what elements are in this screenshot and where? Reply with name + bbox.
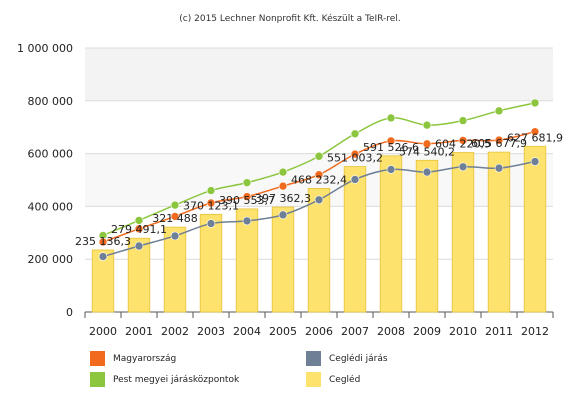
bar-data-label: 468 232,4 xyxy=(291,173,347,186)
point-ceglédi-jaras xyxy=(278,210,288,220)
bar-cegled xyxy=(415,159,439,313)
legend-swatch-magyarorszag xyxy=(90,351,105,366)
legend-label-ceglédi-jaras: Ceglédi járás xyxy=(329,353,388,364)
point-ceglédi-jaras xyxy=(386,165,396,174)
bar-cegled xyxy=(487,151,511,313)
bar-cegled xyxy=(523,145,547,313)
point-magyarorszag xyxy=(134,224,144,234)
x-tick-label: 2001 xyxy=(125,325,153,338)
point-pest-megyei xyxy=(278,167,288,177)
bar-cegled xyxy=(379,155,403,313)
point-pest-megyei xyxy=(242,178,252,187)
chart-credit: (c) 2015 Lechner Nonprofit Kft. Készült … xyxy=(179,14,401,24)
point-ceglédi-jaras xyxy=(98,252,108,261)
point-magyarorszag xyxy=(242,192,252,201)
bar-data-label: 397 362,3 xyxy=(255,192,311,205)
x-tick-label: 2002 xyxy=(161,325,189,338)
legend-item-cegled[interactable]: Cegléd xyxy=(306,372,360,387)
x-tick-label: 2004 xyxy=(233,325,261,338)
point-ceglédi-jaras xyxy=(530,157,540,166)
bar-cegled xyxy=(343,166,367,313)
point-ceglédi-jaras xyxy=(422,167,432,177)
legend-item-magyarorszag[interactable]: Magyarország xyxy=(90,351,176,366)
point-ceglédi-jaras xyxy=(134,241,144,251)
bar-cegled xyxy=(271,206,295,313)
point-pest-megyei xyxy=(530,98,540,108)
point-magyarorszag xyxy=(494,135,504,145)
y-tick-label: 200 000 xyxy=(28,253,74,266)
y-tick-label: 800 000 xyxy=(28,95,74,108)
bar-cegled xyxy=(163,226,187,313)
bar-data-label: 279 491,1 xyxy=(111,223,167,236)
y-tick-label: 0 xyxy=(66,306,73,319)
bar-cegled xyxy=(235,208,259,313)
legend-swatch-pest-megyei xyxy=(90,372,105,387)
bar-data-label: 551 003,2 xyxy=(327,152,383,165)
y-tick-label: 600 000 xyxy=(28,148,74,161)
bar-data-label: 627 681,9 xyxy=(507,131,563,144)
point-magyarorszag xyxy=(314,170,324,180)
bar-data-label: 235 136,3 xyxy=(75,235,131,248)
legend-label-magyarorszag: Magyarország xyxy=(113,353,177,364)
point-magyarorszag xyxy=(386,136,396,146)
x-tick-label: 2011 xyxy=(485,325,513,338)
bar-cegled xyxy=(451,152,475,313)
point-ceglédi-jaras xyxy=(314,195,324,205)
bar-data-label: 574 540,2 xyxy=(399,145,455,158)
plot-band xyxy=(85,48,553,101)
bar-data-label: 591 526,6 xyxy=(363,141,419,154)
point-ceglédi-jaras xyxy=(170,231,180,241)
bar-data-label: 604 220,5 xyxy=(435,137,491,150)
point-ceglédi-jaras xyxy=(242,216,252,226)
point-pest-megyei xyxy=(386,113,396,123)
legend-item-pest-megyei[interactable]: Pest megyei járásközpontok xyxy=(90,372,239,387)
point-pest-megyei xyxy=(170,200,180,210)
point-magyarorszag xyxy=(98,237,108,247)
legend-label-cegled: Cegléd xyxy=(329,374,361,385)
point-pest-megyei xyxy=(350,129,360,139)
y-tick-label: 1 000 000 xyxy=(17,42,73,55)
point-ceglédi-jaras xyxy=(350,175,360,184)
legend-item-ceglédi-jaras[interactable]: Ceglédi járás xyxy=(306,351,388,366)
point-magyarorszag xyxy=(206,198,216,208)
bar-data-label: 390 553,7 xyxy=(219,194,275,207)
x-tick-label: 2012 xyxy=(521,325,549,338)
point-magyarorszag xyxy=(278,181,288,191)
bar-cegled xyxy=(91,249,115,313)
bar-cegled xyxy=(199,213,223,313)
x-tick-label: 2007 xyxy=(341,325,369,338)
x-tick-label: 2008 xyxy=(377,325,405,338)
point-pest-megyei xyxy=(458,116,468,125)
bar-data-label: 605 677,9 xyxy=(471,137,527,150)
x-tick-label: 2000 xyxy=(89,325,117,338)
x-tick-label: 2003 xyxy=(197,325,225,338)
bar-cegled xyxy=(127,237,151,313)
x-tick-label: 2009 xyxy=(413,325,441,338)
point-ceglédi-jaras xyxy=(494,163,504,173)
point-pest-megyei xyxy=(494,106,504,116)
x-tick-label: 2010 xyxy=(449,325,477,338)
point-ceglédi-jaras xyxy=(458,162,468,172)
legend-swatch-ceglédi-jaras xyxy=(306,351,321,366)
legend-label-pest-megyei: Pest megyei járásközpontok xyxy=(113,374,240,385)
bar-cegled xyxy=(307,187,331,313)
legend-swatch-cegled xyxy=(306,372,321,387)
point-pest-megyei xyxy=(314,151,324,161)
bar-data-label: 370 123,1 xyxy=(183,199,239,212)
point-pest-megyei xyxy=(134,216,144,225)
point-pest-megyei xyxy=(206,186,216,195)
point-magyarorszag xyxy=(422,139,432,149)
x-tick-label: 2005 xyxy=(269,325,297,338)
y-tick-label: 400 000 xyxy=(28,200,74,213)
point-magyarorszag xyxy=(458,136,468,145)
point-pest-megyei xyxy=(422,120,432,130)
point-magyarorszag xyxy=(350,149,360,159)
point-ceglédi-jaras xyxy=(206,219,216,228)
bar-data-label: 321 488 xyxy=(152,212,198,225)
point-magyarorszag xyxy=(170,212,180,221)
x-tick-label: 2006 xyxy=(305,325,333,338)
point-magyarorszag xyxy=(530,127,540,136)
